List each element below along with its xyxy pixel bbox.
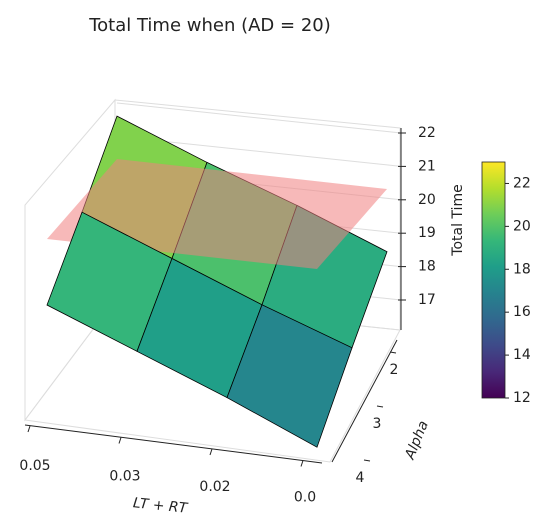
z-tick-label: 19: [418, 225, 436, 241]
x-tick: [209, 448, 213, 456]
z-tick-label: 21: [418, 158, 436, 174]
x-tick: [300, 460, 304, 467]
x-tick-label: 0.05: [19, 458, 50, 474]
colorbar: 12 14 16 18 20 22: [481, 161, 531, 406]
y-axis-label: Alpha: [402, 419, 432, 463]
surface-cell: [226, 304, 353, 448]
x-tick: [27, 425, 31, 433]
y-axis-line: [331, 339, 398, 463]
x-axis-line: [24, 424, 323, 464]
colorbar-tick-label: 18: [513, 261, 531, 277]
colorbar-tick-label: 16: [513, 304, 531, 320]
z-grid-line: [116, 102, 402, 134]
colorbar-tick-label: 12: [513, 390, 531, 406]
y-tick-label: 3: [373, 416, 382, 432]
x-axis-label: LT + RT: [132, 495, 189, 517]
y-tick: [363, 459, 371, 462]
colorbar-tick-label: 14: [513, 347, 531, 363]
colorbar-tick-label: 22: [513, 175, 531, 191]
x-tick: [118, 437, 122, 444]
y-tick-label: 4: [356, 470, 365, 486]
y-tick: [376, 405, 384, 408]
floor-pane: [24, 299, 401, 463]
z-tick-label: 18: [418, 259, 436, 275]
x-tick-label: 0.02: [199, 479, 230, 495]
z-tick-label: 17: [418, 292, 436, 308]
x-tick-label: 0.0: [294, 490, 316, 506]
colorbar-tick-label: 20: [513, 218, 531, 234]
y-tick-label: 2: [390, 362, 399, 378]
colorbar-body: [481, 161, 506, 399]
z-axis-label: Total Time: [450, 184, 466, 256]
y-tick: [389, 351, 397, 354]
chart-title: Total Time when (AD = 20): [88, 15, 331, 36]
x-tick-label: 0.03: [109, 469, 140, 485]
surface: [46, 115, 388, 448]
z-tick-label: 20: [418, 192, 436, 208]
z-tick-label: 22: [418, 125, 436, 141]
